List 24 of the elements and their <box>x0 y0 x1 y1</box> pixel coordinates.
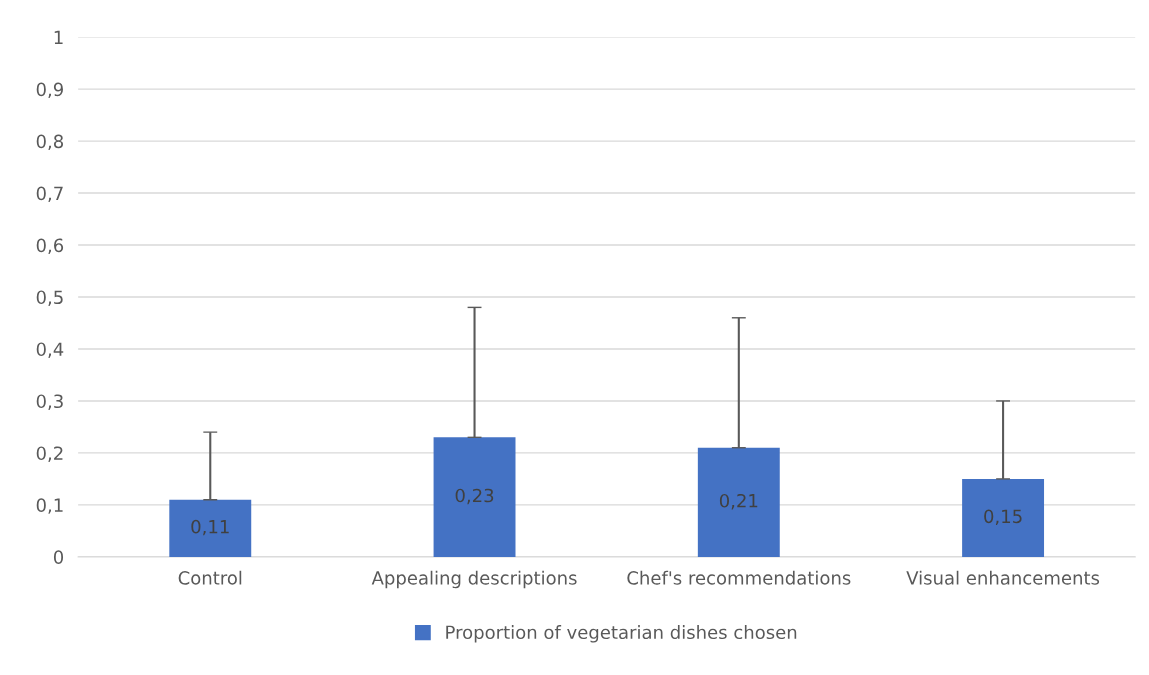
y-tick-label: 0,5 <box>36 290 63 306</box>
y-tick-label: 0,8 <box>36 134 64 151</box>
bar <box>697 447 780 557</box>
y-tick-label: 0,3 <box>36 394 63 410</box>
y-tick-label: 0,1 <box>36 498 63 514</box>
y-tick-label: 0,2 <box>36 446 63 462</box>
bar <box>962 478 1045 557</box>
data-label: 0,11 <box>191 519 229 536</box>
y-tick-label: 0,7 <box>36 186 63 203</box>
x-tick-label: Chef's recommendations <box>627 570 851 585</box>
data-label: 0,15 <box>984 509 1022 525</box>
x-tick-label: Visual enhancements <box>906 570 1100 585</box>
data-label: 0,21 <box>719 493 758 510</box>
y-tick-label: 1 <box>54 30 63 44</box>
y-tick-label: 0,9 <box>36 82 63 99</box>
y-tick-label: 0 <box>53 550 64 564</box>
data-label: 0,23 <box>455 488 494 505</box>
legend-label: Proportion of vegetarian dishes chosen <box>446 625 797 643</box>
bar <box>169 499 252 557</box>
x-tick-label: Appealing descriptions <box>371 570 577 589</box>
y-tick-label: 0,6 <box>36 238 64 254</box>
bar <box>433 437 516 557</box>
x-tick-label: Control <box>178 570 242 585</box>
y-tick-label: 0,4 <box>36 342 64 358</box>
